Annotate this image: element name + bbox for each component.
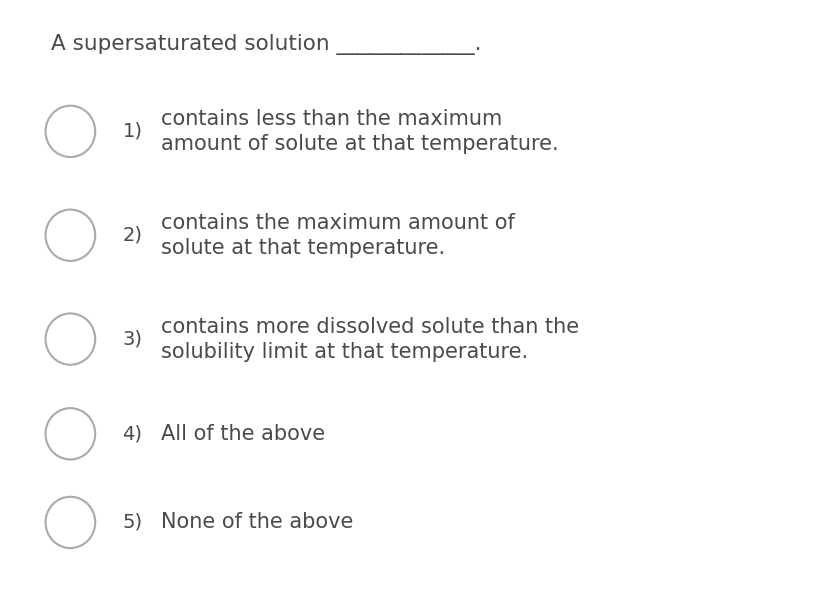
- Text: contains less than the maximum: contains less than the maximum: [161, 109, 502, 129]
- Text: 1): 1): [122, 122, 142, 141]
- Text: A supersaturated solution _____________.: A supersaturated solution _____________.: [51, 34, 481, 54]
- Text: None of the above: None of the above: [161, 513, 353, 532]
- Text: 3): 3): [122, 329, 142, 349]
- Text: amount of solute at that temperature.: amount of solute at that temperature.: [161, 134, 558, 154]
- Text: contains the maximum amount of: contains the maximum amount of: [161, 213, 514, 233]
- Text: solubility limit at that temperature.: solubility limit at that temperature.: [161, 342, 528, 362]
- Text: contains more dissolved solute than the: contains more dissolved solute than the: [161, 316, 579, 337]
- Text: 5): 5): [122, 513, 142, 532]
- Text: 2): 2): [122, 225, 142, 245]
- Text: All of the above: All of the above: [161, 424, 325, 444]
- Text: solute at that temperature.: solute at that temperature.: [161, 238, 445, 258]
- Text: 4): 4): [122, 424, 142, 444]
